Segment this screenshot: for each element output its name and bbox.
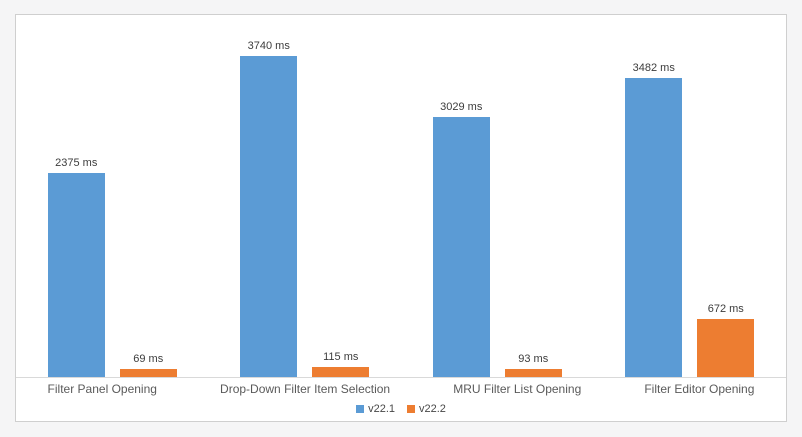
bar-value-label: 2375 ms xyxy=(55,157,98,169)
bar-value-label: 69 ms xyxy=(133,353,164,365)
bar-value-label: 3482 ms xyxy=(632,62,675,74)
chart-legend: v22.1 v22.2 xyxy=(16,400,786,418)
bar-v22-1-filter-editor-opening[interactable] xyxy=(625,78,683,377)
bar-v22-2-mru-filter-list-opening[interactable] xyxy=(504,369,562,377)
bar-cell-v22-2-filter-panel-opening: 69 ms xyxy=(119,353,177,377)
bar-cell-v22-2-mru-filter-list-opening: 93 ms xyxy=(504,353,562,377)
category-label-filter-editor-opening: Filter Editor Opening xyxy=(644,382,755,396)
legend-swatch-icon xyxy=(407,405,415,413)
legend-label: v22.2 xyxy=(419,403,446,415)
bar-chart-panel: 2375 ms 69 ms 3740 ms 115 ms 3029 ms 93 ms 348… xyxy=(15,14,787,422)
legend-item-v22-1[interactable]: v22.1 xyxy=(356,403,395,415)
legend-item-v22-2[interactable]: v22.2 xyxy=(407,403,446,415)
bar-v22-1-mru-filter-list-opening[interactable] xyxy=(432,117,490,377)
bar-value-label: 3029 ms xyxy=(440,101,483,113)
bar-group-drop-down-filter-item-selection: 3740 ms 115 ms xyxy=(240,40,370,377)
category-label-drop-down-filter-item-selection: Drop-Down Filter Item Selection xyxy=(220,382,391,396)
x-axis-category-row: Filter Panel Opening Drop-Down Filter Ite… xyxy=(16,378,786,400)
bar-v22-1-filter-panel-opening[interactable] xyxy=(47,173,105,377)
bar-cell-v22-1-drop-down-filter-item-selection: 3740 ms xyxy=(240,40,298,377)
plot-area: 2375 ms 69 ms 3740 ms 115 ms 3029 ms 93 ms 348… xyxy=(16,15,786,378)
bar-value-label: 115 ms xyxy=(323,351,359,363)
bar-cell-v22-1-mru-filter-list-opening: 3029 ms xyxy=(432,101,490,377)
bar-group-mru-filter-list-opening: 3029 ms 93 ms xyxy=(432,101,562,377)
legend-label: v22.1 xyxy=(368,403,395,415)
bar-group-filter-editor-opening: 3482 ms 672 ms xyxy=(625,62,755,377)
bar-cell-v22-2-drop-down-filter-item-selection: 115 ms xyxy=(312,351,370,377)
bar-v22-1-drop-down-filter-item-selection[interactable] xyxy=(240,56,298,377)
bar-v22-2-filter-panel-opening[interactable] xyxy=(119,369,177,377)
category-label-filter-panel-opening: Filter Panel Opening xyxy=(47,382,157,396)
bar-value-label: 93 ms xyxy=(518,353,549,365)
legend-swatch-icon xyxy=(356,405,365,413)
bar-v22-2-drop-down-filter-item-selection[interactable] xyxy=(312,367,370,377)
category-label-mru-filter-list-opening: MRU Filter List Opening xyxy=(453,382,582,396)
bar-cell-v22-2-filter-editor-opening: 672 ms xyxy=(697,303,755,377)
bar-value-label: 3740 ms xyxy=(247,40,290,52)
bar-cell-v22-1-filter-panel-opening: 2375 ms xyxy=(47,157,105,377)
bar-value-label: 672 ms xyxy=(707,303,744,315)
bar-group-filter-panel-opening: 2375 ms 69 ms xyxy=(47,157,177,377)
bar-cell-v22-1-filter-editor-opening: 3482 ms xyxy=(625,62,683,377)
bar-v22-2-filter-editor-opening[interactable] xyxy=(697,319,755,377)
